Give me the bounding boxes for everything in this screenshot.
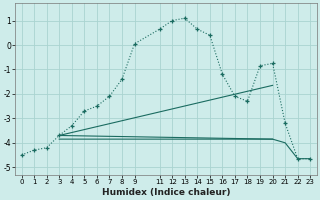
X-axis label: Humidex (Indice chaleur): Humidex (Indice chaleur) [102,188,230,197]
